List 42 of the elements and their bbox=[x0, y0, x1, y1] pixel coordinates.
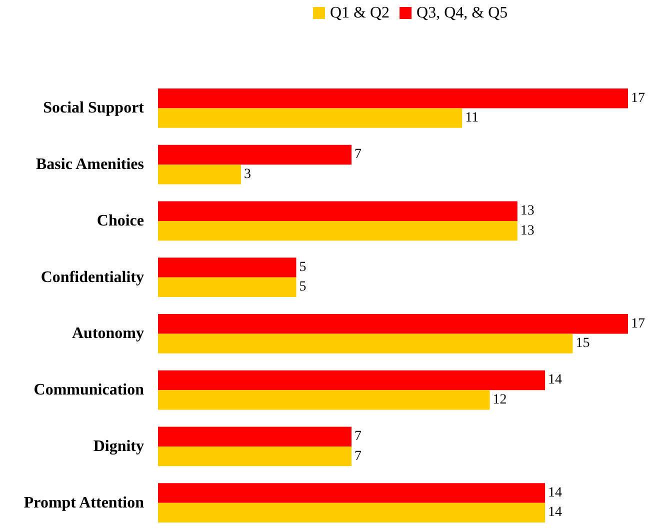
bar bbox=[158, 370, 546, 390]
data-label: 13 bbox=[520, 204, 534, 219]
data-label: 15 bbox=[576, 336, 590, 352]
data-label: 3 bbox=[244, 166, 251, 182]
y-tick-label: Choice bbox=[96, 212, 144, 230]
bar bbox=[158, 258, 296, 278]
y-tick-label: Social Support bbox=[43, 100, 145, 117]
y-tick-label: Autonomy bbox=[72, 325, 144, 342]
data-label: 14 bbox=[548, 505, 562, 520]
y-tick-label: Communication bbox=[34, 382, 144, 399]
bar bbox=[158, 108, 462, 128]
y-tick-label: Confidentiality bbox=[40, 268, 144, 286]
data-label: 7 bbox=[354, 429, 362, 444]
data-label: 14 bbox=[548, 485, 562, 500]
data-label: 17 bbox=[631, 316, 645, 332]
bar bbox=[158, 144, 352, 165]
legend-label: Q1 & Q2 bbox=[330, 4, 390, 22]
legend-label: Q3, Q4, & Q5 bbox=[416, 4, 508, 22]
bar bbox=[158, 426, 352, 446]
data-label: 13 bbox=[520, 223, 534, 238]
data-label: 7 bbox=[354, 147, 362, 162]
bar bbox=[158, 334, 573, 354]
y-tick-label: Dignity bbox=[93, 438, 144, 455]
y-tick-label: Basic Amenities bbox=[36, 156, 144, 174]
data-label: 5 bbox=[299, 280, 306, 295]
bar bbox=[158, 277, 296, 298]
bar bbox=[158, 88, 628, 108]
data-label: 11 bbox=[465, 110, 479, 126]
data-label: 12 bbox=[492, 392, 507, 408]
data-label: 7 bbox=[354, 448, 362, 464]
bar bbox=[158, 446, 352, 466]
bar bbox=[158, 502, 546, 523]
bar bbox=[158, 390, 490, 410]
data-label: 17 bbox=[631, 90, 645, 106]
y-tick-label: Prompt Attention bbox=[24, 494, 144, 512]
bar bbox=[158, 483, 546, 503]
data-label: 5 bbox=[299, 260, 306, 275]
bar bbox=[158, 164, 241, 184]
bar bbox=[158, 220, 518, 241]
data-label: 14 bbox=[548, 372, 562, 388]
bar bbox=[158, 314, 628, 334]
bar bbox=[158, 201, 518, 221]
